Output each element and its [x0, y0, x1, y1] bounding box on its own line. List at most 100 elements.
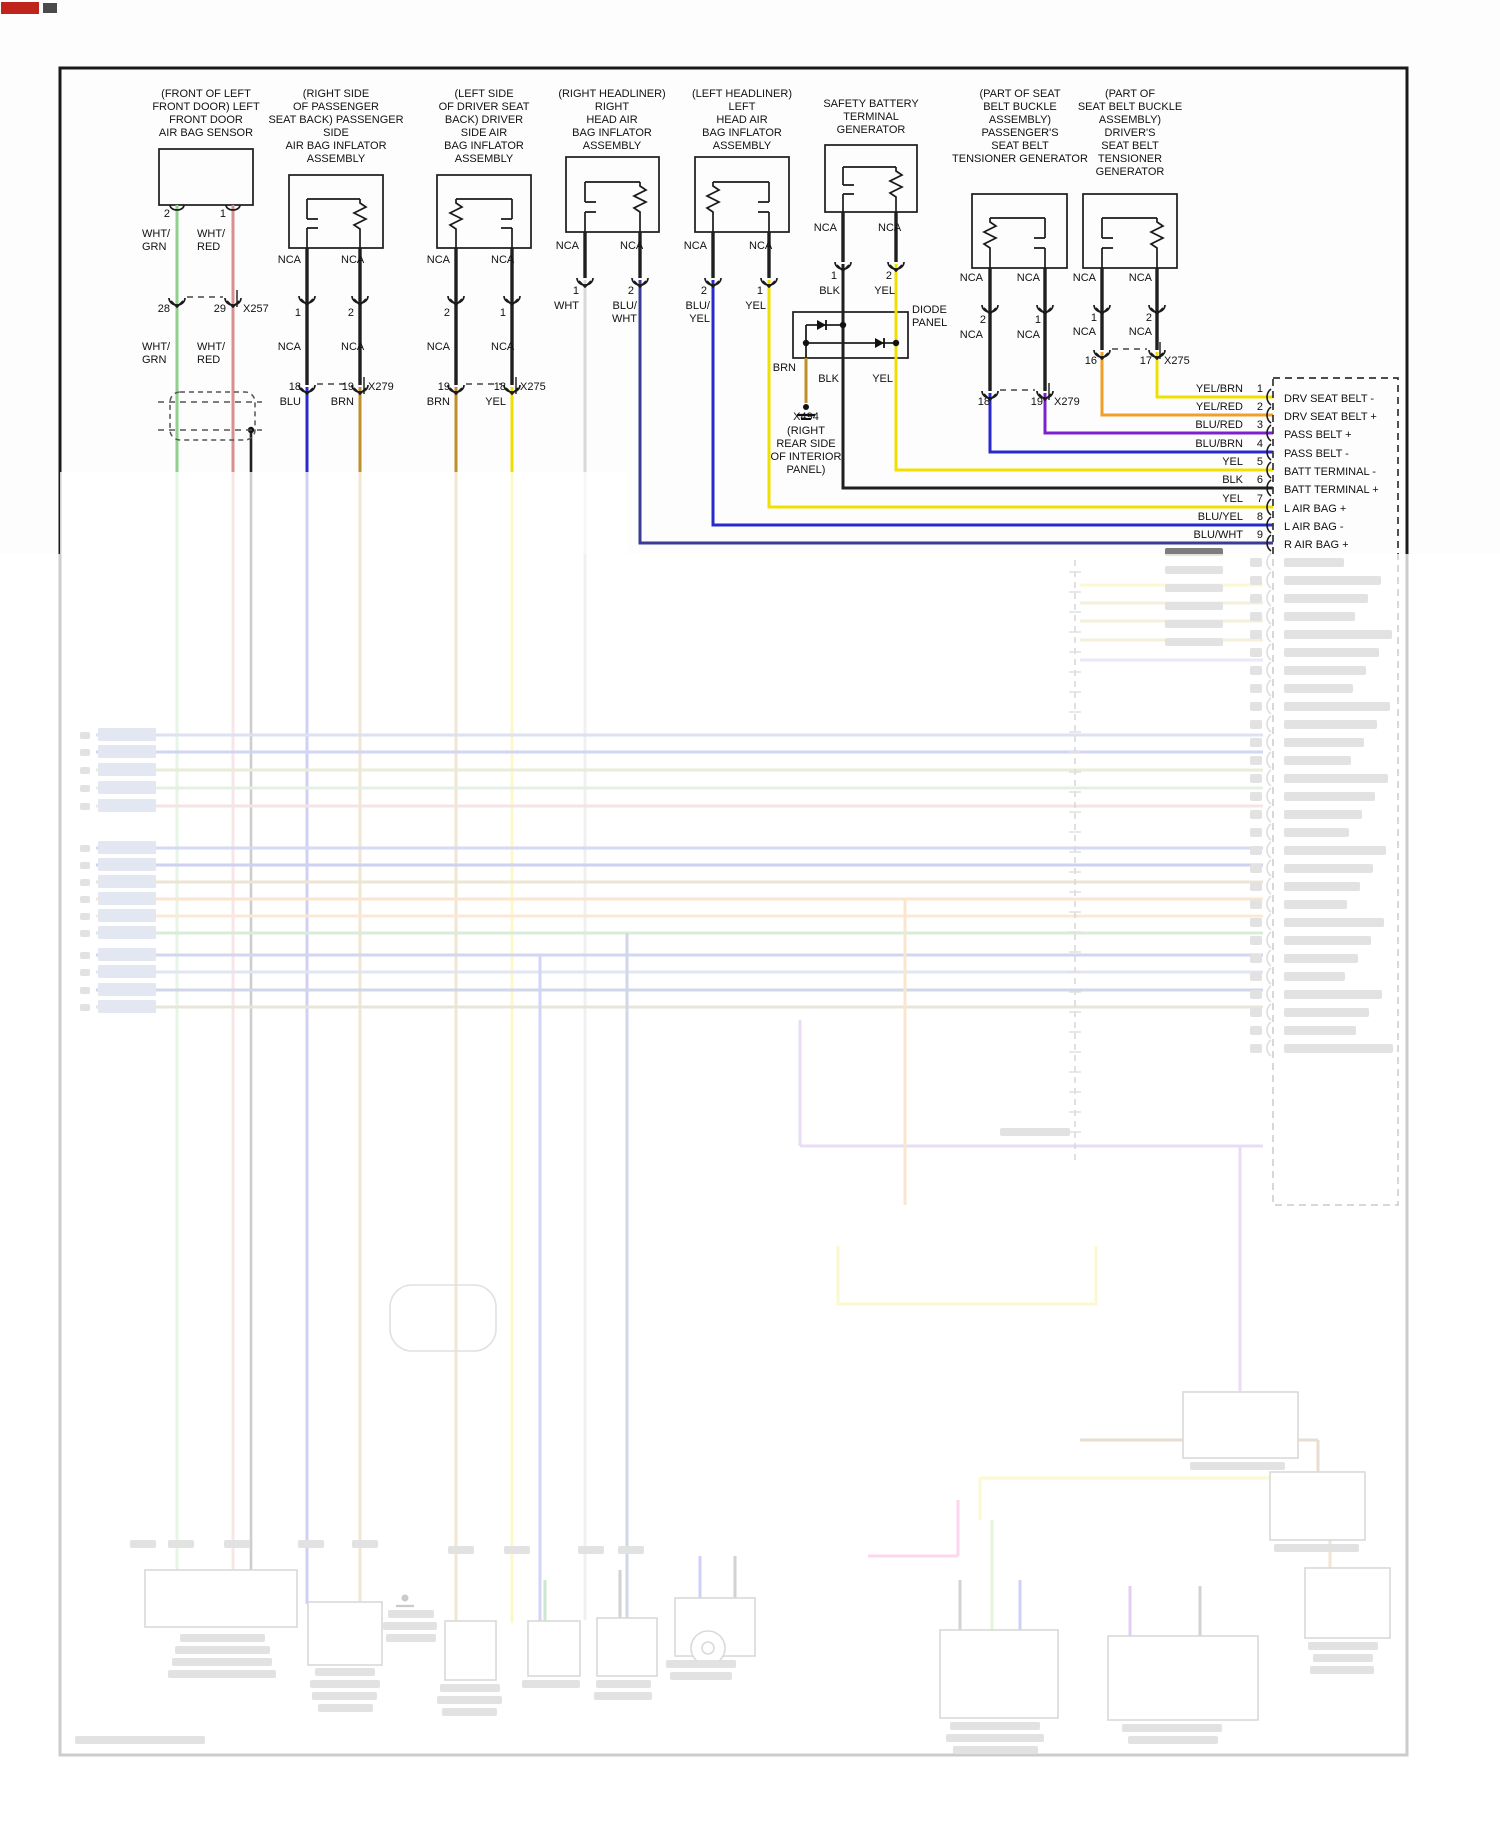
squib-resistor-symbol — [448, 198, 513, 248]
row-signal-label: L AIR BAG - — [1284, 521, 1344, 533]
wire-label: 2 — [443, 307, 450, 319]
connector-bracket — [1266, 388, 1272, 406]
row-wire-blk — [841, 264, 1273, 490]
wire-label: 1 — [756, 285, 763, 297]
wire-label: NCA — [277, 341, 301, 353]
row-signal-label: L AIR BAG + — [1284, 503, 1347, 515]
component-box — [1082, 193, 1178, 269]
wire-label: NCA — [341, 254, 365, 266]
wire-label: NCA — [1128, 272, 1152, 284]
squib-resistor-symbol — [705, 181, 770, 232]
row-wire-blu-yel — [711, 280, 1273, 527]
connector-symbol — [1093, 349, 1111, 361]
wire-label: 19 — [341, 381, 354, 393]
wire-label: NCA — [1016, 329, 1040, 341]
wire-label: YEL — [874, 285, 895, 297]
connector-symbol — [1148, 304, 1166, 316]
wire-label: 18 — [493, 381, 506, 393]
wire-label: YEL — [872, 373, 893, 385]
diode-icon — [817, 320, 826, 330]
wire-label: NCA — [1016, 272, 1040, 284]
wire-label: 18 — [977, 396, 990, 408]
wire-label: NCA — [620, 240, 644, 252]
wire-label: 18 — [288, 381, 301, 393]
component-box — [158, 148, 254, 206]
row-wire-blu-brn — [988, 393, 1273, 454]
connector-symbol — [298, 295, 316, 307]
row-signal-label: DRV SEAT BELT - — [1284, 393, 1375, 405]
wire-label: X275 — [520, 381, 546, 393]
connector-bracket — [1266, 516, 1272, 534]
wire-label: WHT/ — [142, 341, 171, 353]
connector-symbol — [1036, 304, 1054, 316]
component-box — [288, 174, 384, 249]
faded-text-smudge — [1165, 548, 1223, 556]
connector-bracket — [1266, 461, 1272, 479]
wire-label: 1 — [499, 307, 506, 319]
wire-label: BLU/ — [612, 300, 637, 312]
row-wire-color-label: YEL/RED — [1195, 401, 1243, 413]
connector-symbol — [887, 261, 905, 273]
faded-overlay-left — [60, 472, 628, 554]
wire-label: RED — [197, 354, 221, 366]
wire-label: NCA — [426, 254, 450, 266]
squib-resistor-symbol — [982, 217, 1046, 268]
wire-label: WHT — [553, 300, 579, 312]
row-pin-number: 5 — [1256, 456, 1263, 468]
connector-symbol — [834, 261, 852, 273]
component-box — [971, 193, 1068, 269]
component-box — [436, 174, 532, 249]
wire-label: BRN — [330, 396, 354, 408]
wire-label: YEL — [689, 313, 710, 325]
connector-symbol — [168, 297, 186, 309]
junction-dot — [892, 339, 900, 347]
connector-symbol — [503, 295, 521, 307]
row-wire-color-label: BLU/YEL — [1197, 511, 1243, 523]
wire-label: BRN — [772, 362, 796, 374]
wire-label: 1 — [1090, 312, 1097, 324]
shield-dashed-box — [169, 391, 256, 441]
wire-label: WHT/ — [197, 228, 226, 240]
connector-symbol — [1148, 349, 1166, 361]
wire-label: NCA — [341, 341, 365, 353]
connector-symbol — [631, 277, 649, 289]
pin-arc-symbol — [169, 204, 185, 211]
wire-label: 1 — [1034, 314, 1041, 326]
wire-label: BLU/ — [685, 300, 710, 312]
junction-dot — [839, 321, 847, 329]
wire-label: 28 — [157, 303, 170, 315]
wire-label: GRN — [142, 241, 167, 253]
wire-label: NCA — [491, 254, 515, 266]
connector-bracket — [1266, 479, 1272, 497]
squib-resistor-symbol — [306, 198, 368, 248]
wire-label: NCA — [959, 329, 983, 341]
wire-label: X279 — [368, 381, 394, 393]
ground-id-label: X494 — [793, 411, 819, 423]
diode-panel-label: DIODE PANEL — [912, 304, 948, 329]
connector-symbol — [576, 277, 594, 289]
row-wire-color-label: YEL — [1222, 456, 1243, 468]
row-signal-label: PASS BELT + — [1284, 429, 1352, 441]
wire-label: NCA — [491, 341, 515, 353]
wire-label: NCA — [277, 254, 301, 266]
connector-symbol — [351, 295, 369, 307]
row-wire-color-label: BLU/BRN — [1195, 438, 1243, 450]
row-pin-number: 7 — [1256, 493, 1263, 505]
wire-label: GRN — [142, 354, 167, 366]
wire-label: 2 — [885, 270, 892, 282]
screen-artifact-red-mark — [1, 2, 39, 14]
squib-resistor-symbol — [584, 181, 648, 232]
component-box — [694, 156, 790, 233]
row-pin-number: 6 — [1256, 474, 1263, 486]
row-pin-number: 4 — [1256, 438, 1263, 450]
row-wire-color-label: BLU/RED — [1195, 419, 1243, 431]
squib-resistor-symbol — [842, 166, 904, 212]
row-wire-yel-brn — [1155, 352, 1273, 399]
component-label-driver-side-air-bag-inflator: (LEFT SIDE OF DRIVER SEAT BACK) DRIVER S… — [438, 88, 530, 165]
connector-symbol — [760, 277, 778, 289]
row-wire-color-label: YEL — [1222, 493, 1243, 505]
component-box — [824, 144, 918, 213]
row-wire-yel — [894, 264, 1273, 472]
wire-label: 1 — [294, 307, 301, 319]
diode-icon — [875, 338, 884, 348]
